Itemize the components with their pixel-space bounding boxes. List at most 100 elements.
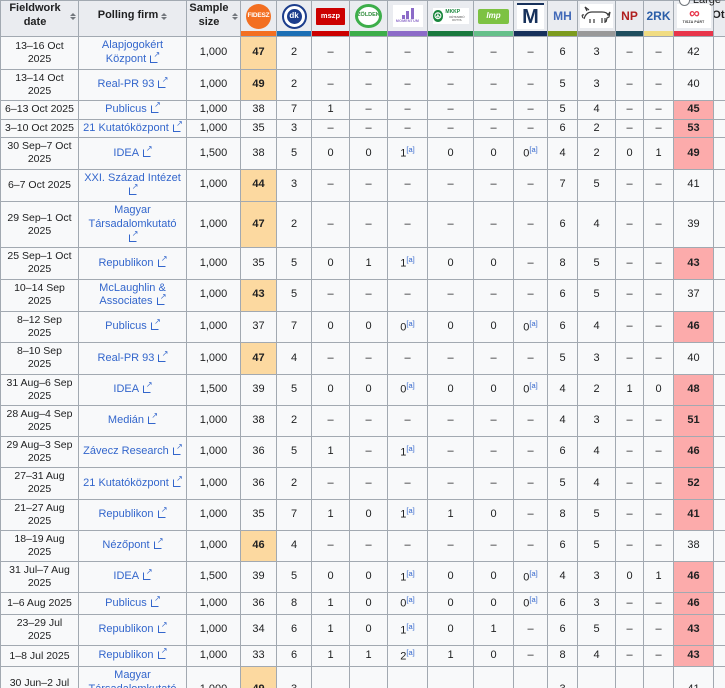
polling-firm-cell[interactable]: Magyar Társadalomkutató [78, 666, 187, 688]
polling-firm-cell[interactable]: Alapjogokért Központ [78, 36, 187, 70]
polling-firm-cell[interactable]: Medián [78, 404, 187, 438]
cell-value: 0 [400, 384, 407, 397]
polling-firm-link[interactable]: IDEA [113, 382, 139, 395]
sample-size-cell: 1,000 [186, 467, 241, 500]
polling-firm-cell[interactable]: 21 Kutatóközpont [78, 118, 187, 139]
polling-firm-link[interactable]: McLaughlin & Associates [99, 281, 166, 308]
polling-firm-link[interactable]: Magyar Társadalomkutató [88, 204, 177, 230]
mi-hazank-logo: MH [553, 10, 572, 22]
external-link-icon[interactable] [172, 443, 183, 456]
footnote-ref[interactable]: [a] [406, 443, 415, 453]
polling-firm-cell[interactable]: IDEA [78, 373, 187, 406]
polling-firm-cell[interactable]: Republikon [78, 498, 187, 531]
polling-firm-link[interactable]: Republikon [98, 649, 154, 662]
poll-value-mom: – [387, 99, 428, 120]
polling-firm-cell[interactable]: Magyar Társadalomkutató [78, 200, 187, 249]
poll-value-mszp: 1 [311, 592, 350, 615]
external-link-icon[interactable] [150, 595, 161, 607]
polling-firm-link[interactable]: IDEA [113, 570, 139, 583]
footnote-ref[interactable]: [a] [406, 145, 415, 155]
external-link-icon[interactable] [153, 537, 164, 549]
footnote-ref[interactable]: [a] [406, 595, 415, 605]
external-link-icon[interactable] [150, 101, 161, 113]
external-link-icon[interactable] [128, 230, 139, 242]
external-link-icon[interactable] [150, 318, 161, 331]
cell-value: 1 [400, 624, 407, 637]
polling-firm-link[interactable]: Real-PR 93 [97, 351, 155, 364]
polling-firm-link[interactable]: XXI. Század Intézet [84, 171, 181, 184]
polling-firm-cell[interactable]: Závecz Research [78, 435, 187, 469]
polling-firm-cell[interactable]: Real-PR 93 [78, 68, 187, 101]
polling-firm-cell[interactable]: McLaughlin & Associates [78, 278, 187, 312]
poll-value-np: 0 [615, 560, 644, 594]
polling-firm-link[interactable]: Publicus [105, 102, 147, 115]
polling-firm-cell[interactable]: IDEA [78, 137, 187, 170]
polling-firm-cell[interactable]: 21 Kutatóközpont [78, 467, 187, 500]
polling-firm-cell[interactable]: XXI. Század Intézet [78, 168, 187, 202]
polling-firm-cell[interactable]: Republikon [78, 644, 187, 668]
external-link-icon[interactable] [156, 293, 167, 306]
polling-firm-link[interactable]: Medián [107, 414, 144, 426]
external-link-icon[interactable] [157, 647, 168, 660]
column-header-others[interactable]: Others [713, 0, 725, 37]
external-link-icon[interactable] [157, 506, 168, 518]
polling-firm-cell[interactable]: Real-PR 93 [78, 342, 187, 375]
polling-firm-link[interactable]: Publicus [105, 596, 147, 609]
external-link-icon[interactable] [142, 145, 153, 157]
footnote-ref[interactable]: [a] [406, 621, 415, 631]
footnote-ref[interactable]: [a] [406, 381, 415, 391]
polling-firm-cell[interactable]: IDEA [78, 560, 187, 594]
size-radio-control[interactable]: Large [678, 0, 721, 6]
footnote-ref[interactable]: [a] [529, 381, 538, 391]
poll-value-lmp: – [473, 404, 514, 438]
polling-firm-cell[interactable]: Publicus [78, 310, 187, 344]
poll-value-lmp: – [473, 467, 514, 500]
polling-firm-link[interactable]: Nézőpont [102, 539, 150, 551]
external-link-icon[interactable] [158, 76, 168, 88]
column-header-firm[interactable]: Polling firm [78, 0, 187, 37]
polling-firm-link[interactable]: Magyar Társadalomkutató [88, 669, 176, 688]
footnote-ref[interactable]: [a] [406, 255, 415, 265]
external-link-icon[interactable] [157, 255, 168, 267]
poll-value-tisza1: – [513, 467, 548, 500]
sort-icon[interactable] [70, 12, 76, 20]
sort-icon[interactable] [232, 12, 238, 20]
footnote-ref[interactable]: [a] [529, 145, 538, 155]
external-link-icon[interactable] [142, 381, 153, 393]
polling-firm-link[interactable]: Závecz Research [83, 445, 169, 458]
external-link-icon[interactable] [158, 350, 168, 362]
footnote-ref[interactable]: [a] [406, 568, 415, 578]
polling-firm-cell[interactable]: Publicus [78, 592, 187, 615]
polling-firm-link[interactable]: Real-PR 93 [97, 77, 155, 90]
footnote-ref[interactable]: [a] [406, 318, 415, 328]
footnote-ref[interactable]: [a] [529, 568, 538, 578]
external-link-icon[interactable] [148, 412, 158, 424]
external-link-icon[interactable] [172, 120, 183, 132]
polling-firm-link[interactable]: Publicus [105, 320, 147, 333]
polling-firm-link[interactable]: Republikon [98, 622, 154, 635]
footnote-ref[interactable]: [a] [529, 595, 538, 605]
polling-firm-cell[interactable]: Republikon [78, 247, 187, 280]
sort-icon[interactable] [161, 12, 168, 20]
polling-firm-link[interactable]: Republikon [98, 256, 154, 269]
column-header-sample[interactable]: Sample size [186, 0, 241, 37]
footnote-ref[interactable]: [a] [529, 318, 538, 328]
polling-firm-link[interactable]: Republikon [98, 507, 154, 520]
polling-firm-link[interactable]: 21 Kutatóközpont [83, 476, 169, 489]
polling-firm-link[interactable]: 21 Kutatóközpont [83, 121, 169, 134]
footnote-ref[interactable]: [a] [406, 506, 415, 516]
polling-firm-cell[interactable]: Publicus [78, 99, 187, 120]
external-link-icon[interactable] [157, 621, 168, 633]
external-link-icon[interactable] [150, 51, 160, 63]
large-radio-button[interactable] [678, 0, 690, 6]
polling-firm-link[interactable]: IDEA [113, 146, 139, 159]
column-header-date[interactable]: Fieldwork date [0, 0, 79, 37]
polling-firm-link[interactable]: Alapjogokért Központ [101, 39, 164, 65]
external-link-icon[interactable] [172, 475, 183, 487]
polling-firm-cell[interactable]: Republikon [78, 613, 187, 646]
footnote-ref[interactable]: [a] [406, 647, 415, 657]
fieldwork-date-cell: 8–10 Sep 2025 [0, 342, 79, 375]
external-link-icon[interactable] [128, 183, 139, 196]
polling-firm-cell[interactable]: Nézőpont [78, 529, 187, 563]
external-link-icon[interactable] [142, 568, 153, 581]
